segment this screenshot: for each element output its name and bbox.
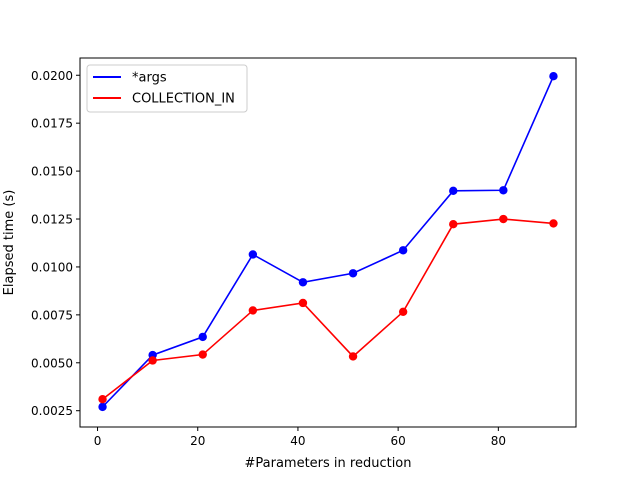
x-tick-label: 60 — [391, 434, 406, 448]
data-point-args — [449, 186, 458, 196]
data-point-collection-in — [198, 350, 207, 359]
y-tick-label: 0.0075 — [31, 308, 73, 322]
data-point-args — [298, 278, 308, 287]
plot-frame — [79, 57, 577, 428]
data-point-collection-in — [348, 352, 358, 361]
data-point-collection-in — [549, 219, 558, 228]
data-point-args — [348, 269, 358, 278]
x-tick-label: 20 — [190, 434, 205, 448]
y-tick-label: 0.0025 — [31, 404, 73, 418]
x-tick-label: 80 — [491, 434, 506, 448]
y-axis-ticks: 0.0025 0.0050 0.0075 0.0100 0.0125 0.0150 0.01… — [31, 69, 80, 418]
data-point-args — [98, 402, 107, 412]
x-axis-label: #Parameters in reduction — [244, 456, 411, 471]
y-tick-label: 0.0175 — [31, 117, 73, 131]
series-line-collection-in — [102, 218, 554, 400]
series-line-args — [101, 75, 555, 408]
data-point-args — [198, 332, 207, 342]
data-point-collection-in — [398, 307, 408, 316]
x-tick-label: 0 — [94, 434, 102, 448]
data-point-collection-in — [499, 214, 508, 224]
plot-area-background — [80, 58, 576, 427]
y-tick-label: 0.0100 — [31, 260, 73, 274]
x-tick-label: 40 — [290, 434, 305, 448]
y-axis-label: Elapsed time (s) — [2, 190, 17, 296]
data-point-collection-in — [298, 298, 308, 308]
data-point-collection-in — [98, 395, 107, 404]
data-point-args — [398, 246, 408, 255]
y-tick-label: 0.0200 — [31, 69, 73, 83]
legend: *args COLLECTION_IN — [86, 64, 248, 113]
data-point-args — [549, 72, 558, 81]
legend-box — [86, 64, 248, 113]
data-point-args — [248, 250, 258, 259]
data-point-collection-in — [148, 356, 157, 365]
data-point-args — [499, 186, 508, 195]
data-point-collection-in — [248, 306, 258, 315]
x-axis-ticks: 0 20 40 60 80 — [94, 427, 506, 448]
y-tick-label: 0.0050 — [31, 356, 73, 370]
data-point-collection-in — [449, 219, 458, 229]
legend-label-args: *args — [132, 71, 167, 86]
y-tick-label: 0.0125 — [31, 213, 73, 227]
series-layer — [98, 72, 558, 412]
y-tick-label: 0.0150 — [31, 165, 73, 179]
legend-label-collection-in: COLLECTION_IN — [132, 92, 235, 107]
